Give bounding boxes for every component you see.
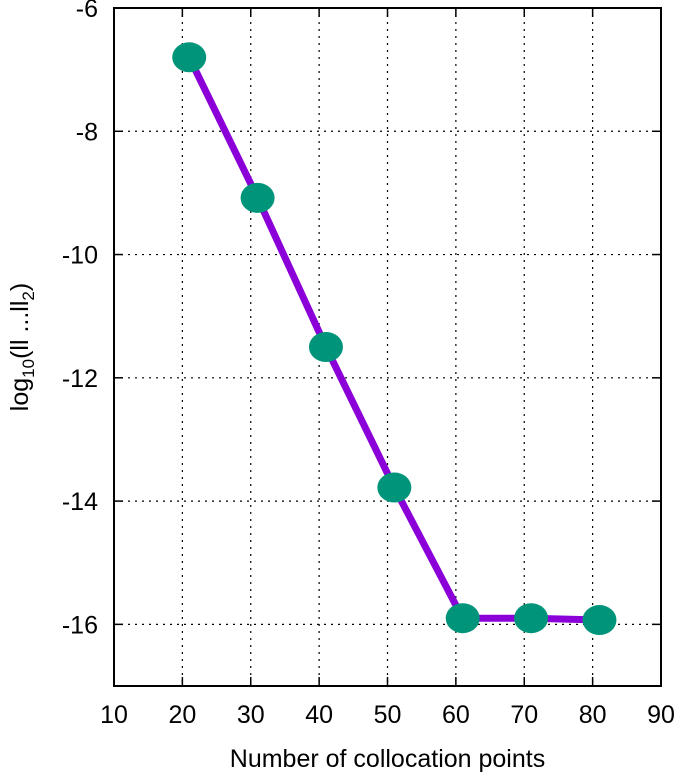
x-tick-label: 60: [442, 701, 470, 729]
data-point: [172, 42, 207, 73]
x-tick-label: 30: [237, 701, 265, 729]
data-point: [582, 605, 617, 636]
x-tick-label: 70: [510, 701, 538, 729]
x-axis-title: Number of collocation points: [230, 745, 545, 773]
x-tick-label: 20: [168, 701, 196, 729]
y-axis-title: log10(ll ...ll2): [6, 283, 38, 411]
x-tick-label: 10: [100, 701, 128, 729]
y-tick-label: -6: [76, 0, 98, 23]
data-point: [445, 603, 480, 634]
x-tick-label: 50: [374, 701, 402, 729]
y-tick-label: -8: [76, 118, 98, 146]
y-tick-label: -16: [62, 611, 98, 639]
axis-ticks: [113, 7, 662, 686]
y-axis-title-sub1: 10: [19, 359, 38, 378]
x-tick-label: 40: [305, 701, 333, 729]
y-tick-label: -14: [62, 488, 98, 516]
data-point: [377, 472, 412, 503]
plot-frame: [113, 7, 662, 687]
series-layer: [172, 42, 617, 636]
y-axis-title-prefix: log: [6, 378, 34, 411]
y-axis-title-mid: (ll ...ll: [6, 301, 34, 359]
x-tick-label: 90: [647, 701, 675, 729]
data-point: [308, 332, 343, 362]
y-tick-label: -10: [62, 242, 98, 270]
y-axis-title-suffix: ): [6, 283, 34, 291]
y-axis-title-sub2: 2: [19, 291, 38, 300]
y-tick-labels: -16 -14 -12 -10 -8 -6: [62, 0, 98, 639]
data-point: [240, 182, 275, 213]
data-point: [514, 603, 549, 634]
x-tick-label: 80: [579, 701, 607, 729]
x-tick-labels: 10 20 30 40 50 60 70 80 90: [100, 701, 675, 729]
y-tick-label: -12: [62, 365, 98, 393]
grid-lines: [114, 8, 661, 686]
